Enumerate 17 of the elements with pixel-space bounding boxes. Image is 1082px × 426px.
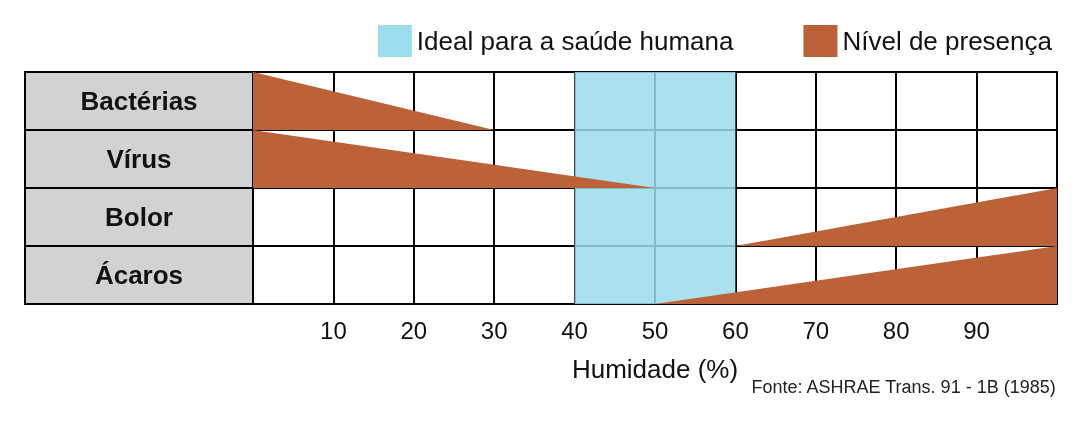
x-tick-label: 60	[722, 316, 749, 344]
x-tick-label: 40	[561, 316, 588, 344]
x-tick-label: 80	[882, 316, 910, 344]
x-tick-label: 20	[400, 316, 428, 344]
x-tick-label: 50	[641, 316, 669, 344]
y-axis-title: Bolor	[105, 202, 173, 232]
y-axis-title: Ácaros	[94, 260, 184, 290]
x-axis-title: Humidade (%)	[571, 354, 739, 384]
y-axis-title: Bactérias	[80, 86, 198, 116]
source-note: Fonte: ASHRAE Trans. 91 - 1B (1985)	[751, 377, 1056, 397]
x-tick-label: 10	[320, 316, 347, 344]
legend-label: Ideal para a saúde humana	[416, 26, 734, 56]
x-tick-label: 90	[963, 316, 990, 344]
x-tick-label: 30	[480, 316, 508, 344]
x-tick-label: 70	[802, 316, 830, 344]
y-axis-title: Vírus	[106, 144, 172, 174]
legend-label: Nível de presença	[842, 26, 1053, 56]
